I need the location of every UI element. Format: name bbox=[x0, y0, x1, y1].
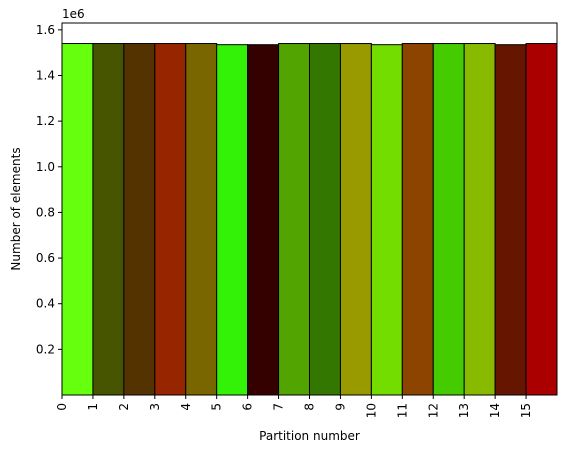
x-tick-label: 4 bbox=[179, 403, 193, 411]
x-tick-label: 5 bbox=[210, 403, 224, 411]
y-tick-label: 1.0 bbox=[36, 160, 55, 174]
bar-partition-6 bbox=[247, 44, 280, 396]
bar-partition-4 bbox=[185, 43, 218, 396]
x-tick-label: 2 bbox=[117, 403, 131, 411]
bar-partition-14 bbox=[494, 44, 527, 396]
bar-partition-5 bbox=[216, 44, 249, 396]
x-tick-label: 12 bbox=[426, 403, 440, 418]
x-tick-label: 6 bbox=[241, 403, 255, 411]
x-tick-label: 13 bbox=[457, 403, 471, 418]
y-tick-label: 0.4 bbox=[36, 297, 55, 311]
y-tick-label: 0.8 bbox=[36, 205, 55, 219]
y-tick-label: 1.4 bbox=[36, 68, 55, 82]
bar-partition-11 bbox=[401, 43, 434, 396]
x-axis: 0 1 2 3 4 5 6 7 8 9 10 11 12 13 14 15 bbox=[55, 395, 533, 418]
y-offset-label: 1e6 bbox=[62, 7, 85, 21]
bar-partition-1 bbox=[92, 43, 125, 396]
x-tick-label: 14 bbox=[488, 403, 502, 418]
bar-partition-12 bbox=[432, 43, 465, 396]
bar-partition-8 bbox=[309, 43, 341, 396]
bar-partition-7 bbox=[278, 43, 310, 396]
bar-partition-15 bbox=[525, 43, 558, 396]
x-axis-label: Partition number bbox=[259, 429, 360, 443]
bars-group bbox=[61, 43, 558, 396]
y-tick-label: 1.2 bbox=[36, 114, 55, 128]
x-tick-label: 7 bbox=[272, 403, 286, 411]
bar-partition-9 bbox=[339, 43, 372, 396]
bar-partition-2 bbox=[123, 43, 156, 396]
y-tick-label: 0.2 bbox=[36, 342, 55, 356]
x-tick-label: 0 bbox=[55, 403, 69, 411]
x-tick-label: 1 bbox=[86, 403, 100, 411]
y-axis-label: Number of elements bbox=[9, 147, 23, 270]
x-tick-label: 8 bbox=[303, 403, 317, 411]
x-tick-label: 11 bbox=[395, 403, 409, 418]
x-tick-label: 9 bbox=[333, 403, 347, 411]
y-axis: 0.2 0.4 0.6 0.8 1.0 1.2 1.4 1.6 bbox=[36, 23, 62, 356]
x-tick-label: 15 bbox=[519, 403, 533, 418]
bar-partition-10 bbox=[370, 44, 403, 396]
x-tick-label: 10 bbox=[364, 403, 378, 418]
bar-partition-3 bbox=[154, 43, 187, 396]
bar-partition-0 bbox=[61, 43, 94, 396]
y-tick-label: 0.6 bbox=[36, 251, 55, 265]
y-tick-label: 1.6 bbox=[36, 23, 55, 37]
bar-partition-13 bbox=[463, 43, 496, 396]
x-tick-label: 3 bbox=[148, 403, 162, 411]
